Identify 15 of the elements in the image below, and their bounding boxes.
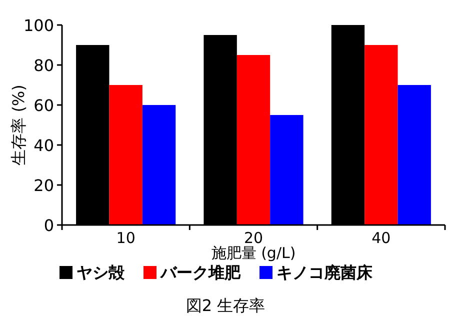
y-tick-label: 40 — [34, 136, 54, 155]
x-tick-label: 40 — [372, 229, 391, 247]
y-tick-label: 80 — [34, 56, 54, 75]
legend-label: ヤシ殻 — [76, 263, 126, 282]
x-axis-title: 施肥量 (g/L) — [211, 244, 296, 262]
y-axis-title: 生存率 (%) — [9, 84, 28, 166]
y-tick-label: 0 — [44, 216, 54, 235]
y-tick-label: 20 — [34, 176, 54, 195]
legend-label: キノコ廃菌床 — [276, 263, 374, 282]
y-tick-label: 60 — [34, 96, 54, 115]
text: 図2 生存率 — [186, 296, 266, 315]
legend-label: バーク堆肥 — [160, 263, 242, 282]
x-tick-label: 10 — [116, 229, 136, 247]
x-tick-label: 20 — [244, 229, 264, 247]
y-tick-label: 100 — [23, 16, 54, 35]
